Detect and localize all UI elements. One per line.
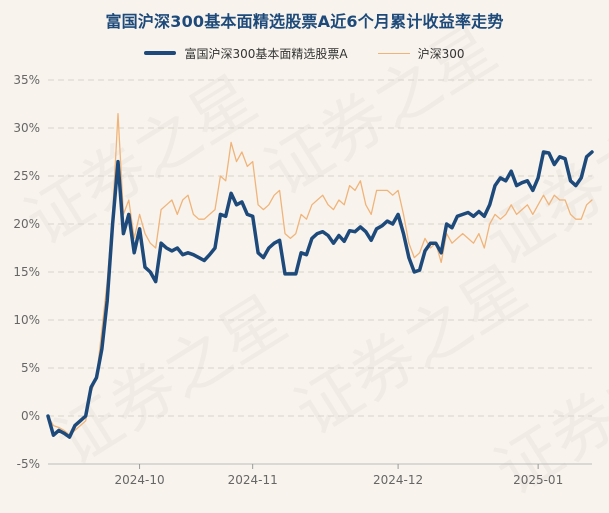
x-tick-label: 2024-11	[228, 473, 278, 487]
legend-swatch-fund	[144, 51, 177, 55]
y-tick-label: 15%	[13, 265, 40, 279]
y-tick-label: 35%	[13, 73, 40, 87]
y-tick-label: 10%	[13, 313, 40, 327]
y-tick-label: 30%	[13, 121, 40, 135]
legend-swatch-index	[377, 52, 410, 54]
x-tick-label: 2024-12	[373, 473, 423, 487]
x-tick-label: 2025-01	[513, 473, 563, 487]
y-tick-label: 20%	[13, 217, 40, 231]
y-tick-label: -5%	[17, 457, 40, 471]
plot-area: 35% 30% 25% 20% 15% 10% 5% 0% -5% 2024-10 2024-11 2…	[13, 73, 594, 487]
chart-container: 证券之星 证券之星 证券之星 证券之星 证券之星 证券之星 富国沪深300基本面…	[0, 12, 609, 487]
legend-label-fund: 富国沪深300基本面精选股票A	[184, 46, 348, 61]
series-line-index	[47, 112, 593, 436]
series-line-fund	[46, 150, 594, 439]
y-tick-label: 25%	[13, 169, 40, 183]
legend-item-fund[interactable]: 富国沪深300基本面精选股票A	[144, 45, 348, 62]
chart-title: 富国沪深300基本面精选股票A近6个月累计收益率走势	[105, 12, 504, 31]
legend-label-index: 沪深300	[417, 46, 465, 61]
legend: 富国沪深300基本面精选股票A 沪深300	[0, 44, 609, 62]
x-tick-label: 2024-10	[114, 473, 164, 487]
y-tick-label: 0%	[21, 409, 40, 423]
legend-item-index[interactable]: 沪深300	[377, 45, 465, 62]
y-tick-label: 5%	[21, 361, 40, 375]
